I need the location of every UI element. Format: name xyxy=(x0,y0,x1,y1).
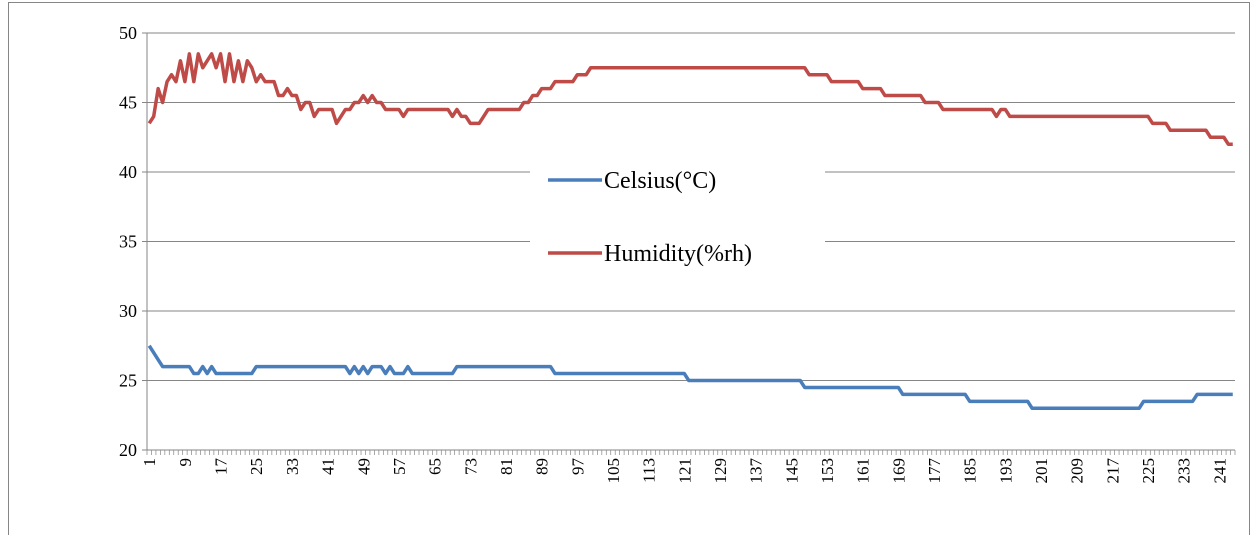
x-tick-label: 73 xyxy=(461,458,480,475)
x-tick-label: 97 xyxy=(568,458,587,476)
x-tick-label: 9 xyxy=(176,458,195,467)
x-tick-label: 137 xyxy=(747,458,766,484)
x-tick-label: 1 xyxy=(140,458,159,467)
y-tick-label: 45 xyxy=(119,93,137,113)
series-line xyxy=(147,52,1233,146)
x-tick-label: 185 xyxy=(961,458,980,484)
y-tick-label: 30 xyxy=(119,301,137,321)
x-tick-label: 153 xyxy=(818,458,837,484)
x-tick-label: 145 xyxy=(782,458,801,484)
x-tick-label: 65 xyxy=(426,458,445,475)
legend-label: Celsius(°C) xyxy=(604,168,716,194)
x-tick-label: 193 xyxy=(996,458,1015,484)
x-tick-label: 33 xyxy=(283,458,302,475)
x-tick-label: 129 xyxy=(711,458,730,484)
x-tick-label: 225 xyxy=(1139,458,1158,484)
x-tick-label: 233 xyxy=(1175,458,1194,484)
x-tick-label: 113 xyxy=(640,458,659,483)
x-tick-label: 81 xyxy=(497,458,516,475)
y-tick-label: 35 xyxy=(119,232,137,252)
series-line xyxy=(147,344,1233,411)
x-tick-label: 57 xyxy=(390,458,409,476)
x-tick-label: 161 xyxy=(854,458,873,484)
x-tick-label: 121 xyxy=(675,458,694,484)
x-tick-label: 217 xyxy=(1103,458,1122,484)
y-tick-label: 50 xyxy=(119,23,137,43)
x-tick-label: 17 xyxy=(212,458,231,476)
x-tick-label: 41 xyxy=(319,458,338,475)
x-tick-label: 105 xyxy=(604,458,623,484)
x-tick-label: 89 xyxy=(533,458,552,475)
x-tick-label: 49 xyxy=(354,458,373,475)
x-tick-label: 241 xyxy=(1210,458,1229,484)
y-tick-label: 40 xyxy=(119,162,137,182)
y-tick-label: 20 xyxy=(119,440,137,460)
x-tick-label: 177 xyxy=(925,458,944,484)
y-tick-label: 25 xyxy=(119,371,137,391)
x-tick-label: 169 xyxy=(889,458,908,484)
x-tick-label: 201 xyxy=(1032,458,1051,484)
x-tick-label: 209 xyxy=(1068,458,1087,484)
legend-label: Humidity(%rh) xyxy=(604,241,752,267)
x-tick-label: 25 xyxy=(247,458,266,475)
